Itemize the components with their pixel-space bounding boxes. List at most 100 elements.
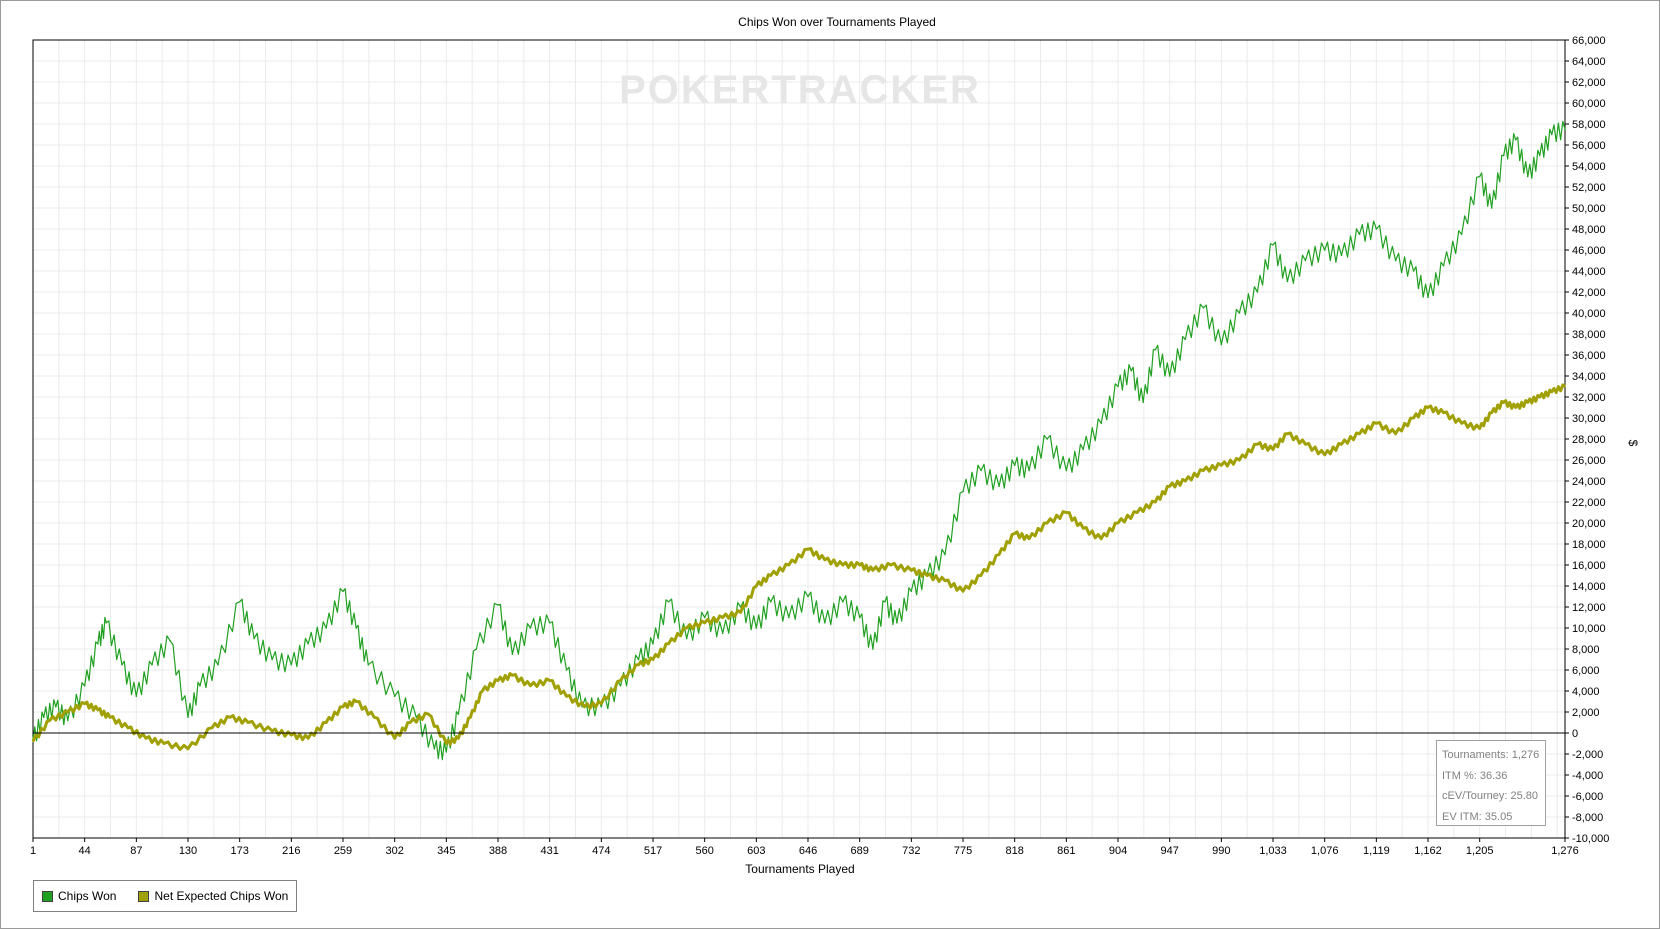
point-chips-won [1538,154,1541,157]
point-chips-won [1184,338,1187,341]
point-chips-won [685,637,688,640]
x-tick-label: 1 [30,845,36,857]
y-tick-label: 2,000 [1572,707,1600,719]
y-tick-label: 22,000 [1572,497,1606,509]
point-net-expected [998,553,1000,556]
y-tick-label: 12,000 [1572,602,1606,614]
point-chips-won [135,695,138,698]
point-net-expected [457,737,460,740]
point-chips-won [457,713,460,715]
point-chips-won [600,705,603,708]
point-net-expected [1358,432,1361,435]
point-net-expected [109,716,111,719]
y-tick-label: 4,000 [1572,686,1600,698]
point-net-expected [290,734,293,736]
point-net-expected [445,742,448,745]
y-tick-label: 14,000 [1572,581,1606,593]
x-tick-label: 646 [799,845,817,857]
point-chips-won [944,553,946,556]
point-chips-won [824,621,826,624]
point-net-expected [1427,406,1429,409]
point-net-expected [67,711,69,713]
stats-box: Tournaments: 1,276 ITM %: 36.36 cEV/Tour… [1436,740,1546,826]
point-net-expected [32,740,34,743]
point-chips-won [1154,348,1157,351]
point-chips-won [998,485,1000,488]
point-chips-won [1130,369,1133,372]
point-chips-won [1238,312,1241,314]
axis-layer: 66,000 64,000 62,000 60,000 58,000 56,000 54,0… [30,35,1609,857]
point-chips-won [1394,259,1397,262]
point-net-expected [1394,432,1397,435]
point-net-expected [163,742,165,745]
point-net-expected [373,716,376,719]
y-tick-label: 30,000 [1572,413,1606,425]
point-net-expected [667,642,670,645]
point-net-expected [247,721,249,724]
x-tick-label: 775 [954,845,972,857]
point-chips-won [703,616,706,619]
point-chips-won [1202,306,1205,309]
point-net-expected [1490,411,1493,414]
y-tick-label: 16,000 [1572,560,1606,572]
y-tick-label: 60,000 [1572,98,1606,110]
y-tick-label: 40,000 [1572,308,1606,320]
x-tick-label: 474 [592,845,610,857]
point-chips-won [565,669,568,671]
point-chips-won [1082,448,1084,451]
point-chips-won [83,684,86,687]
point-net-expected [1220,464,1223,467]
y-tick-label: 20,000 [1572,518,1606,530]
point-chips-won [721,632,724,635]
y-tick-label: -2,000 [1572,749,1603,761]
point-net-expected [271,730,273,732]
point-chips-won [497,604,499,606]
point-net-expected [355,700,358,703]
point-net-expected [187,747,189,750]
y-tick-label: 62,000 [1572,77,1606,89]
x-tick-label: 345 [437,845,455,857]
point-net-expected [703,621,706,624]
point-chips-won [1323,249,1326,251]
point-net-expected [1082,527,1084,530]
point-net-expected [49,719,51,722]
point-chips-won [55,705,57,708]
x-tick-label: 603 [747,845,765,857]
series-net-expected-line [31,383,1566,751]
point-net-expected [842,564,844,566]
point-chips-won [1442,264,1445,267]
point-chips-won [433,747,436,750]
point-chips-won [1100,422,1102,425]
point-chips-won [67,719,69,722]
x-tick-label: 689 [850,845,868,857]
y-tick-label: 42,000 [1572,287,1606,299]
legend-swatch-net-expected [138,890,150,902]
point-chips-won [619,684,622,687]
point-net-expected [427,713,430,715]
legend-item-net-expected: Net Expected Chips Won [138,889,288,903]
point-chips-won [1272,243,1274,246]
point-chips-won [445,751,448,753]
point-net-expected [409,721,412,724]
point-chips-won [1304,259,1307,262]
point-net-expected [1013,532,1016,535]
point-net-expected [1286,432,1289,435]
point-chips-won [896,621,898,624]
point-chips-won [910,590,913,593]
point-net-expected [739,611,742,614]
stat-itm: ITM %: 36.36 [1442,769,1508,782]
point-net-expected [211,726,213,729]
point-net-expected [652,658,654,661]
point-net-expected [619,679,622,682]
point-net-expected [944,579,946,582]
point-chips-won [1065,469,1068,472]
point-chips-won [872,648,874,650]
point-chips-won [1490,207,1493,209]
point-net-expected [962,590,964,593]
y-tick-label: -4,000 [1572,770,1603,782]
point-net-expected [548,679,551,682]
y-tick-label: -8,000 [1572,812,1603,824]
point-net-expected [469,716,472,719]
point-net-expected [1514,406,1517,409]
x-tick-label: 302 [385,845,403,857]
